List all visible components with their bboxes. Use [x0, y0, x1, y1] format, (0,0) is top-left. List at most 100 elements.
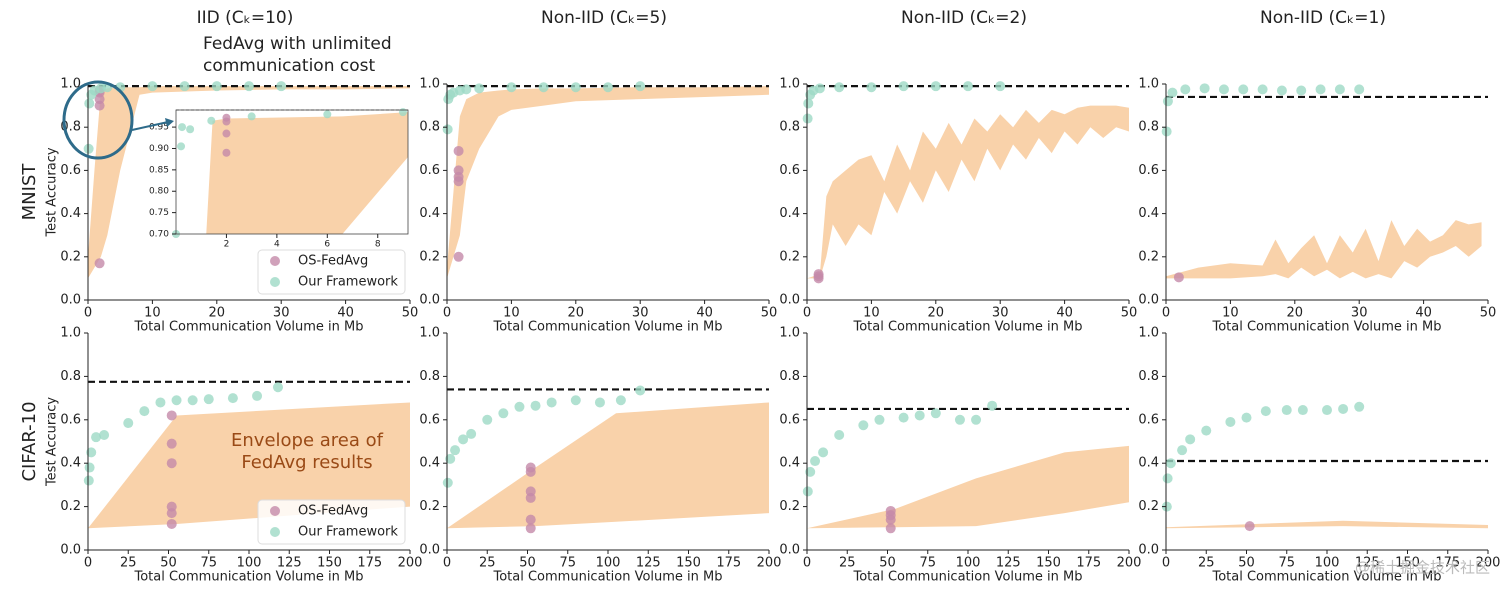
y-tick-label: 0.4	[60, 456, 81, 471]
y-tick-label: 0.8	[779, 120, 800, 135]
y-tick-label: 0.90	[149, 144, 169, 154]
data-point	[954, 414, 965, 425]
data-point	[1238, 84, 1249, 95]
data-point	[1173, 272, 1184, 283]
data-point	[1199, 83, 1210, 94]
y-tick-label: 1.0	[779, 326, 800, 341]
data-point	[525, 462, 536, 473]
data-point	[252, 390, 263, 401]
y-tick-label: 0.0	[60, 543, 81, 558]
x-tick-label: 50	[1238, 556, 1255, 571]
data-point	[453, 251, 464, 262]
data-point	[635, 385, 646, 396]
data-point	[538, 82, 549, 93]
inset-frame	[175, 109, 409, 235]
data-point	[803, 98, 814, 109]
data-point	[466, 428, 477, 439]
data-point	[94, 258, 105, 269]
column-title: Non-IID (Cₖ=5)	[541, 8, 667, 28]
y-tick-label: 0.0	[419, 293, 440, 308]
data-point	[222, 148, 231, 157]
data-point	[1185, 434, 1196, 445]
x-tick-label: 0	[803, 306, 811, 321]
legend-box	[257, 249, 406, 295]
data-point	[885, 523, 896, 534]
data-point	[1276, 85, 1287, 96]
x-tick-label: 50	[761, 306, 778, 321]
x-tick-label: 4	[274, 240, 280, 250]
data-point	[84, 98, 95, 109]
data-point	[166, 518, 177, 529]
data-point	[187, 395, 198, 406]
y-tick-label: 0.6	[779, 163, 800, 178]
data-point	[1180, 84, 1191, 95]
data-point	[885, 505, 896, 516]
x-tick-label: 20	[209, 306, 226, 321]
x-tick-label: 75	[200, 556, 217, 571]
x-tick-label: 20	[568, 306, 585, 321]
x-axis-label: Total Communication Volume in Mb	[133, 320, 363, 335]
data-point	[139, 406, 150, 417]
y-tick-label: 0.70	[149, 230, 169, 240]
legend-marker	[270, 506, 280, 516]
y-tick-label: 0.85	[149, 165, 169, 175]
data-point	[525, 523, 536, 534]
x-tick-label: 2	[224, 240, 230, 250]
y-tick-label: 0.8	[419, 369, 440, 384]
x-tick-label: 10	[503, 306, 520, 321]
x-tick-label: 150	[1395, 556, 1420, 571]
envelope-area	[807, 445, 1129, 529]
x-tick-label: 200	[1476, 556, 1501, 571]
y-tick-label: 0.2	[779, 249, 800, 264]
data-point	[810, 456, 821, 467]
y-tick-label: 0.2	[419, 249, 440, 264]
data-point	[1244, 521, 1255, 532]
data-point	[166, 410, 177, 421]
data-point	[1161, 126, 1172, 137]
data-point	[930, 408, 941, 419]
data-point	[963, 81, 973, 92]
annotation: FedAvg results	[241, 452, 372, 473]
data-point	[603, 82, 613, 93]
data-point	[474, 83, 485, 94]
data-point	[834, 429, 845, 440]
data-point	[930, 81, 941, 92]
x-tick-label: 75	[1278, 556, 1295, 571]
panel: 0.0 0.2 0.4 0.6 0.8 1.0 0 25 50 75 100 125 150 175 200…	[779, 326, 1141, 585]
x-tick-label: 125	[996, 556, 1021, 571]
data-point	[211, 81, 222, 92]
data-point	[914, 410, 925, 421]
data-point	[91, 432, 102, 443]
data-point	[1165, 458, 1176, 469]
x-tick-label: 40	[1415, 306, 1432, 321]
data-point	[514, 401, 525, 412]
data-point	[1354, 401, 1365, 412]
data-point	[83, 143, 94, 154]
data-point	[866, 82, 877, 93]
data-point	[177, 142, 186, 151]
data-point	[123, 418, 134, 429]
legend-marker	[270, 256, 280, 266]
x-tick-label: 175	[716, 556, 741, 571]
data-point	[166, 458, 177, 469]
x-tick-label: 40	[1056, 306, 1073, 321]
x-tick-label: 10	[144, 306, 161, 321]
x-tick-label: 50	[160, 556, 177, 571]
y-tick-label: 1.0	[419, 326, 440, 341]
x-tick-label: 30	[632, 306, 649, 321]
data-point	[802, 486, 813, 497]
x-tick-label: 150	[1036, 556, 1061, 571]
x-axis-label: Total Communication Volume in Mb	[133, 570, 363, 585]
y-tick-label: 0.4	[1138, 456, 1159, 471]
data-point	[995, 81, 1006, 92]
data-point	[1161, 501, 1172, 512]
x-tick-label: 125	[1355, 556, 1380, 571]
x-tick-label: 0	[1162, 556, 1170, 571]
envelope-area	[88, 402, 410, 529]
data-point	[227, 393, 238, 404]
x-axis-label: Total Communication Volume in Mb	[492, 570, 722, 585]
panel: 0.0 0.2 0.4 0.6 0.8 1.0 0 25 50 75 100 125 150 175 200…	[1138, 326, 1500, 585]
data-point	[546, 397, 557, 408]
